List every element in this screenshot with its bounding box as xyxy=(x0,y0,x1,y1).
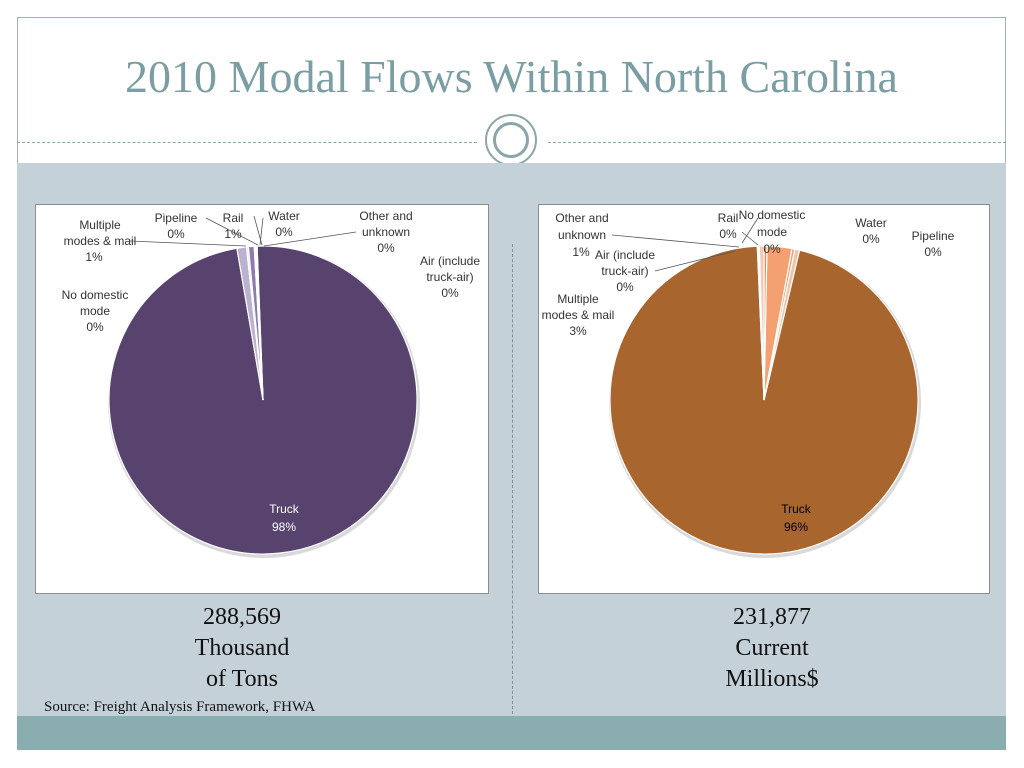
tons-label-air-include-truck-air-text: Air (include xyxy=(420,254,480,268)
tons-label-multiple-modes-mail-percent: 1% xyxy=(85,250,103,264)
tons-label-other-and-unknown-percent: 0% xyxy=(377,241,395,255)
title-divider-left xyxy=(17,142,477,143)
value-label-air-include-truck-air-text: truck-air) xyxy=(601,264,648,278)
tons-caption: 288,569 Thousand of Tons xyxy=(112,602,372,695)
value-label-pipeline-text: Pipeline xyxy=(912,229,955,243)
value-label-pipeline-percent: 0% xyxy=(924,245,942,259)
tons-total: 288,569 xyxy=(203,604,281,630)
source-note: Source: Freight Analysis Framework, FHWA xyxy=(44,699,316,715)
tons-label-pipeline-text: Pipeline xyxy=(155,211,198,225)
tons-label-pipeline-percent: 0% xyxy=(167,227,185,241)
value-label-no-domestic-mode-text: mode xyxy=(757,225,787,239)
title-divider-right xyxy=(548,142,1006,143)
tons-unit-line2: of Tons xyxy=(206,666,278,692)
tons-label-truck-percent: 98% xyxy=(272,520,296,534)
tons-label-rail-text: Rail xyxy=(223,211,244,225)
value-unit-line1: Current xyxy=(735,635,809,661)
value-label-air-include-truck-air-percent: 0% xyxy=(616,280,634,294)
value-label-multiple-modes-mail-text: modes & mail xyxy=(542,308,615,322)
bottom-band xyxy=(17,716,1006,750)
value-label-no-domestic-mode-percent: 0% xyxy=(763,242,781,256)
tons-label-other-and-unknown-text: Other and xyxy=(359,209,412,223)
tons-label-other-and-unknown-text: unknown xyxy=(362,225,410,239)
value-label-truck-text: Truck xyxy=(781,502,812,516)
value-label-air-include-truck-air-text: Air (include xyxy=(595,248,655,262)
tons-label-no-domestic-mode-text: mode xyxy=(80,304,110,318)
tons-label-multiple-modes-mail-text: modes & mail xyxy=(64,234,137,248)
value-leader-no-domestic-mode xyxy=(741,231,759,246)
tons-pie-chart: Truck 98% Multiple modes & mail 1% Pipeline 0%… xyxy=(62,209,480,558)
tons-unit-line1: Thousand xyxy=(194,635,290,661)
value-leader-air-include-truck-air xyxy=(654,250,736,272)
value-label-multiple-modes-mail-percent: 3% xyxy=(569,324,587,338)
value-label-rail-percent: 0% xyxy=(719,227,737,241)
value-label-water-text: Water xyxy=(855,216,887,230)
value-label-other-and-unknown-percent: 1% xyxy=(572,245,590,259)
value-label-other-and-unknown-text: unknown xyxy=(558,228,606,242)
value-unit-line2: Millions$ xyxy=(725,666,819,692)
tons-leader-pipeline xyxy=(205,217,259,246)
tons-label-air-include-truck-air-percent: 0% xyxy=(441,286,459,300)
value-label-rail-text: Rail xyxy=(718,211,739,225)
value-label-multiple-modes-mail-text: Multiple xyxy=(557,292,599,306)
tons-label-no-domestic-mode-text: No domestic xyxy=(62,288,129,302)
value-caption: 231,877 Current Millions$ xyxy=(642,602,902,695)
value-label-no-domestic-mode-text: No domestic xyxy=(739,208,806,222)
tons-leader-rail xyxy=(259,217,264,246)
tons-pie-chart-box: Truck 98% Multiple modes & mail 1% Pipeline 0%… xyxy=(35,204,489,594)
circle-ornament-icon xyxy=(485,114,537,166)
slide-title: 2010 Modal Flows Within North Carolina xyxy=(125,51,898,102)
tons-leader-multiple-modes-mail xyxy=(129,240,247,247)
tons-slice-no-domestic-mode xyxy=(255,245,264,401)
center-divider xyxy=(512,244,513,714)
value-label-other-and-unknown-text: Other and xyxy=(555,211,608,225)
tons-label-water-percent: 0% xyxy=(275,225,293,239)
tons-label-no-domestic-mode-percent: 0% xyxy=(86,320,104,334)
tons-leader-other-and-unknown xyxy=(263,231,357,247)
tons-leader-water xyxy=(253,215,263,246)
value-leader-rail xyxy=(741,217,759,244)
value-leader-other-and-unknown xyxy=(611,234,740,248)
value-pie-chart: Truck 96% Other and unknown 1% Air (include tr… xyxy=(542,208,955,558)
value-label-water-percent: 0% xyxy=(862,232,880,246)
tons-label-water-text: Water xyxy=(268,209,300,223)
value-slice-pipeline xyxy=(756,245,765,401)
value-pie-chart-box: Truck 96% Other and unknown 1% Air (include tr… xyxy=(538,204,990,594)
value-label-truck-percent: 96% xyxy=(784,520,808,534)
value-total: 231,877 xyxy=(733,604,811,630)
tons-label-multiple-modes-mail-text: Multiple xyxy=(79,218,121,232)
tons-label-rail-percent: 1% xyxy=(224,227,242,241)
tons-label-air-include-truck-air-text: truck-air) xyxy=(426,270,473,284)
circle-ornament-inner xyxy=(493,122,529,158)
tons-label-truck-text: Truck xyxy=(269,502,300,516)
